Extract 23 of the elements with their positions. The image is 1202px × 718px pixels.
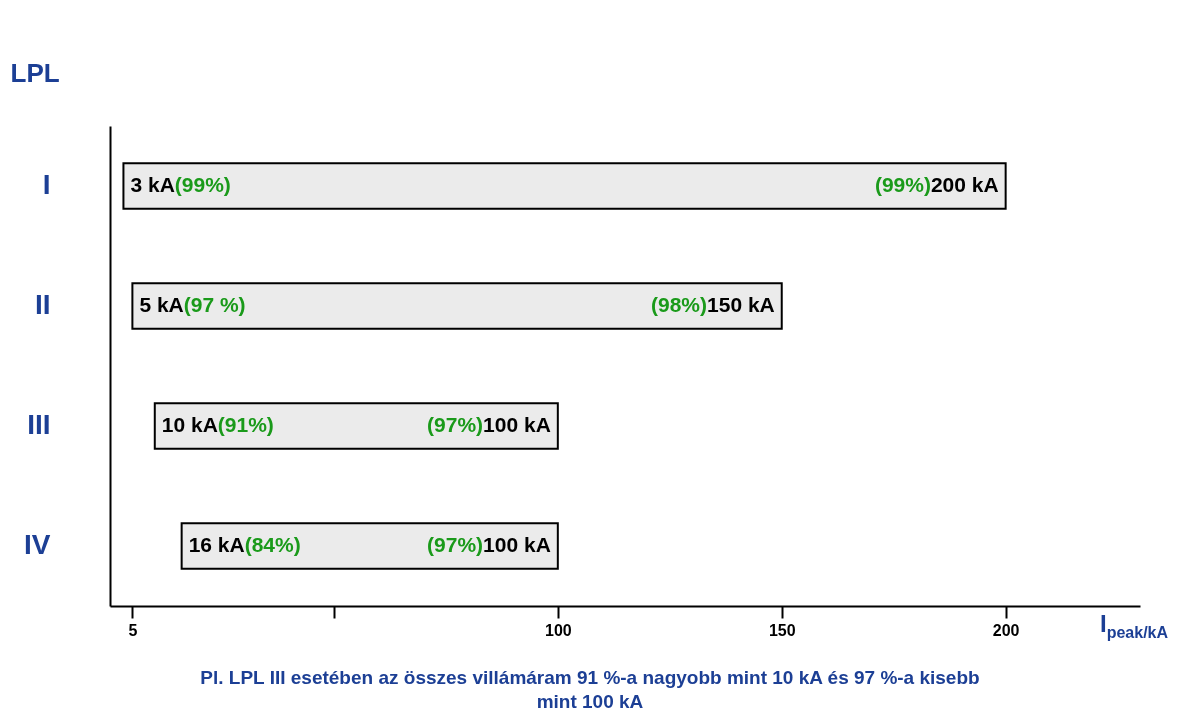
annotation: (97%)100 kA	[427, 533, 551, 556]
y-axis-title: LPL	[10, 57, 60, 88]
x-tick-label: 200	[992, 621, 1020, 639]
annotation: 16 kA(84%)	[188, 533, 301, 556]
x-tick-label: 100	[544, 621, 572, 639]
bar	[153, 402, 559, 450]
text: Pl. LPL III esetében az összes villámáram 91 %-a nagyobb mint 10 kA és 97 %-a kisebb mint 100 kA	[199, 666, 981, 714]
bar	[122, 162, 1007, 210]
annotation: 5 kA(97 %)	[139, 293, 246, 316]
bar	[180, 522, 559, 570]
annotation: (99%)200 kA	[874, 173, 999, 196]
bar	[131, 282, 783, 330]
annotation: (98%)150 kA	[650, 293, 775, 316]
x-tick-label: 150	[768, 621, 796, 639]
y-tick-label: IV	[24, 529, 51, 560]
annotation: 3 kA(99%)	[130, 173, 231, 196]
x-axis-title: I$_{peak/kA}$	[1100, 610, 1169, 642]
y-tick-label: I	[42, 169, 51, 200]
x-tick-label: 5	[128, 621, 138, 639]
y-tick-label: III	[27, 409, 51, 440]
annotation: (97%)100 kA	[427, 413, 551, 436]
annotation: 10 kA(91%)	[161, 413, 274, 436]
y-tick-label: II	[34, 289, 51, 320]
